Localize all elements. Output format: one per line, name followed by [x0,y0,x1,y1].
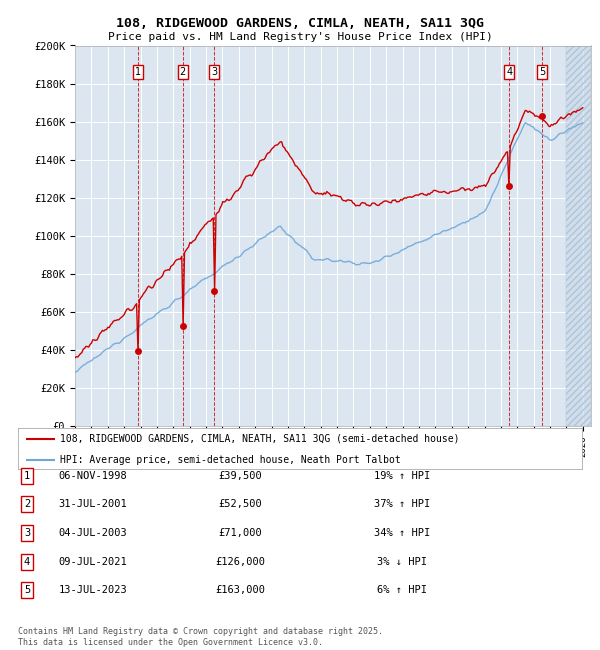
Text: 108, RIDGEWOOD GARDENS, CIMLA, NEATH, SA11 3QG: 108, RIDGEWOOD GARDENS, CIMLA, NEATH, SA… [116,17,484,30]
Text: 4: 4 [506,67,512,77]
Text: £71,000: £71,000 [218,528,262,538]
Text: 19% ↑ HPI: 19% ↑ HPI [374,471,430,481]
Bar [566,46,591,426]
Text: HPI: Average price, semi-detached house, Neath Port Talbot: HPI: Average price, semi-detached house,… [60,455,401,465]
Bar [566,46,591,426]
Text: £163,000: £163,000 [215,585,265,595]
Text: 2: 2 [24,499,30,510]
Text: 5: 5 [539,67,545,77]
Text: 06-NOV-1998: 06-NOV-1998 [59,471,127,481]
Text: Contains HM Land Registry data © Crown copyright and database right 2025.
This d: Contains HM Land Registry data © Crown c… [18,627,383,647]
Text: 3% ↓ HPI: 3% ↓ HPI [377,556,427,567]
Text: 31-JUL-2001: 31-JUL-2001 [59,499,127,510]
Text: 6% ↑ HPI: 6% ↑ HPI [377,585,427,595]
Text: 1: 1 [24,471,30,481]
Text: 09-JUL-2021: 09-JUL-2021 [59,556,127,567]
Text: 3: 3 [24,528,30,538]
Text: 4: 4 [24,556,30,567]
Text: 108, RIDGEWOOD GARDENS, CIMLA, NEATH, SA11 3QG (semi-detached house): 108, RIDGEWOOD GARDENS, CIMLA, NEATH, SA… [60,434,460,443]
Text: Price paid vs. HM Land Registry's House Price Index (HPI): Price paid vs. HM Land Registry's House … [107,32,493,42]
Text: 04-JUL-2003: 04-JUL-2003 [59,528,127,538]
Text: £52,500: £52,500 [218,499,262,510]
Text: 13-JUL-2023: 13-JUL-2023 [59,585,127,595]
Text: 5: 5 [24,585,30,595]
Text: £39,500: £39,500 [218,471,262,481]
Text: 1: 1 [135,67,141,77]
Text: £126,000: £126,000 [215,556,265,567]
Text: 2: 2 [179,67,186,77]
Text: 34% ↑ HPI: 34% ↑ HPI [374,528,430,538]
Text: 37% ↑ HPI: 37% ↑ HPI [374,499,430,510]
Text: 3: 3 [211,67,217,77]
